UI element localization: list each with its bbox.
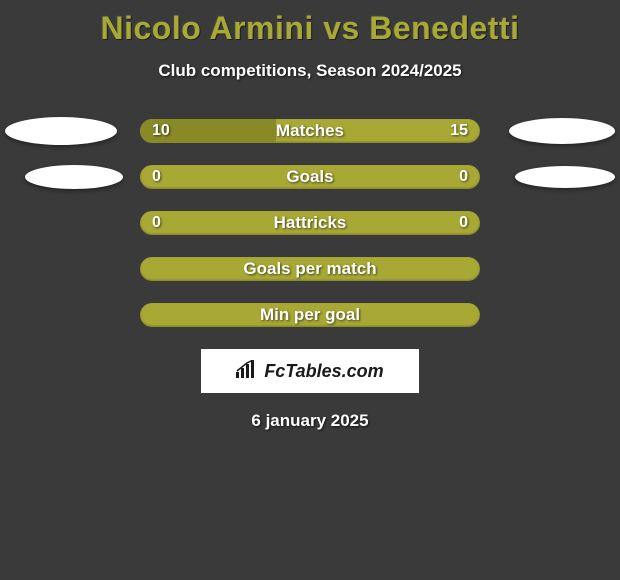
stat-label: Hattricks xyxy=(140,211,480,235)
stat-row-goals-per-match: Goals per match xyxy=(0,257,620,281)
comparison-rows: 10 Matches 15 0 Goals 0 xyxy=(0,119,620,327)
stat-row-min-per-goal: Min per goal xyxy=(0,303,620,327)
subtitle: Club competitions, Season 2024/2025 xyxy=(0,61,620,81)
player-right-ellipse xyxy=(515,166,615,188)
chart-icon xyxy=(236,360,258,383)
stat-row-matches: 10 Matches 15 xyxy=(0,119,620,143)
stat-right-value: 0 xyxy=(459,211,468,235)
stat-bar: Min per goal xyxy=(140,303,480,327)
stat-left-value: 0 xyxy=(152,165,161,189)
page-title: Nicolo Armini vs Benedetti xyxy=(0,0,620,47)
stat-left-value: 0 xyxy=(152,211,161,235)
stat-right-value: 15 xyxy=(450,119,468,143)
player-left-ellipse xyxy=(5,117,117,145)
stat-row-goals: 0 Goals 0 xyxy=(0,165,620,189)
player-left-ellipse xyxy=(25,165,123,189)
snapshot-date: 6 january 2025 xyxy=(0,411,620,431)
stat-left-value: 10 xyxy=(152,119,170,143)
stat-bar: 0 Hattricks 0 xyxy=(140,211,480,235)
stat-right-value: 0 xyxy=(459,165,468,189)
branding-text: FcTables.com xyxy=(264,361,383,382)
branding-box: FcTables.com xyxy=(201,349,419,393)
stat-bar: 0 Goals 0 xyxy=(140,165,480,189)
stat-label: Min per goal xyxy=(140,303,480,327)
player-right-ellipse xyxy=(509,118,615,144)
stat-row-hattricks: 0 Hattricks 0 xyxy=(0,211,620,235)
stat-label: Goals per match xyxy=(140,257,480,281)
stat-label: Goals xyxy=(140,165,480,189)
stat-bar: Goals per match xyxy=(140,257,480,281)
stat-bar: 10 Matches 15 xyxy=(140,119,480,143)
